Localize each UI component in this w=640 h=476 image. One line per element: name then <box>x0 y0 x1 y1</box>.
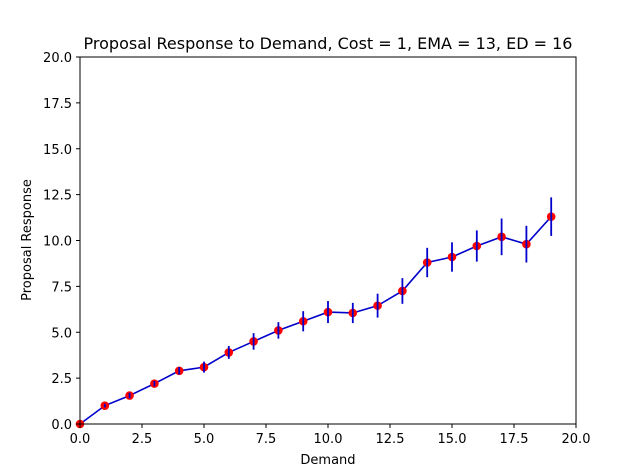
plot-area <box>75 197 556 429</box>
x-tick-label: 12.5 <box>376 432 405 447</box>
y-tick-label: 0.0 <box>51 418 72 433</box>
y-tick-label: 17.5 <box>43 97 72 112</box>
x-tick-label: 15.0 <box>438 432 467 447</box>
y-tick-label: 2.5 <box>51 372 72 387</box>
y-axis-title: Proposal Response <box>20 179 35 301</box>
x-tick-label: 2.5 <box>132 432 153 447</box>
chart-title: Proposal Response to Demand, Cost = 1, E… <box>84 34 573 53</box>
y-tick-label: 10.0 <box>43 235 72 250</box>
x-tick-label: 10.0 <box>314 432 343 447</box>
x-tick-label: 20.0 <box>562 432 591 447</box>
x-tick-label: 0.0 <box>70 432 91 447</box>
y-tick-label: 5.0 <box>51 326 72 341</box>
y-tick-label: 20.0 <box>43 51 72 66</box>
x-tick-label: 17.5 <box>500 432 529 447</box>
y-tick-label: 15.0 <box>43 143 72 158</box>
y-tick-label: 7.5 <box>51 280 72 295</box>
axis-ticks: 0.0 2.5 5.0 7.5 10.0 12.5 15.0 17.5 20.0 0.0 2.5 5.… <box>43 51 590 447</box>
x-tick-label: 7.5 <box>256 432 277 447</box>
series-line <box>79 216 552 425</box>
x-tick-label: 5.0 <box>194 432 215 447</box>
x-axis-title: Demand <box>300 453 355 468</box>
y-tick-label: 12.5 <box>43 189 72 204</box>
